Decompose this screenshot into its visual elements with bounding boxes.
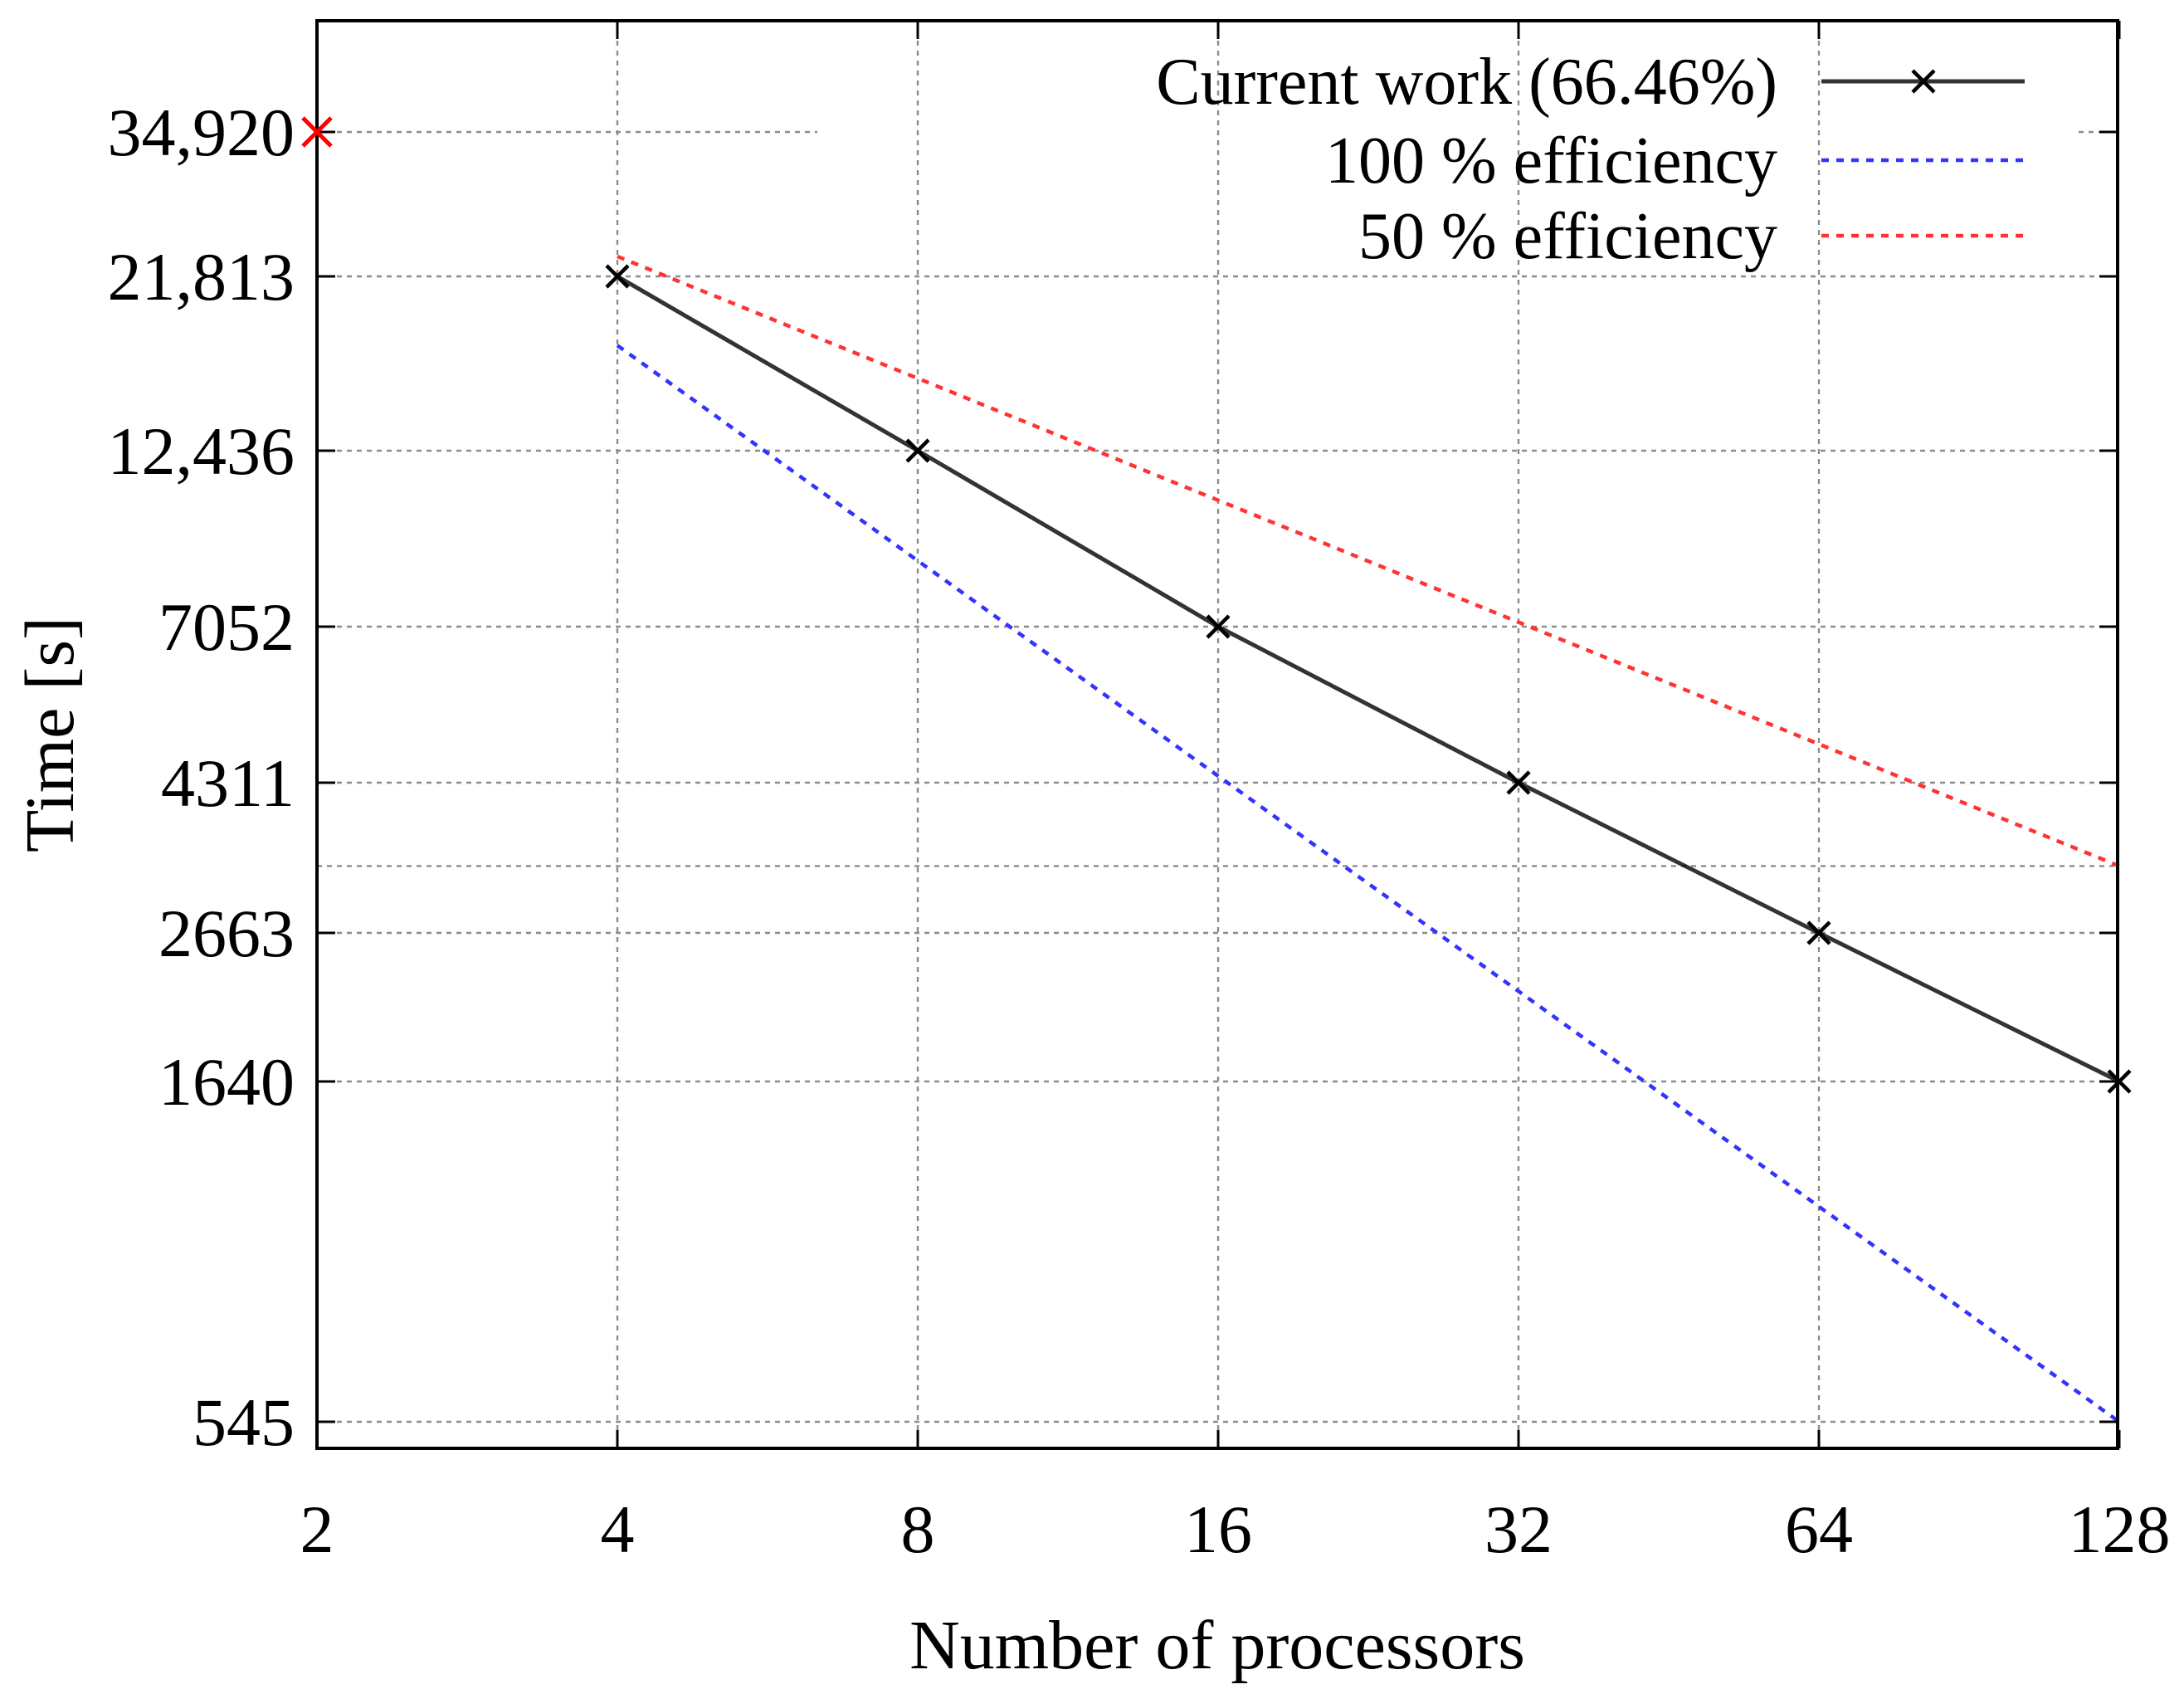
x-tick-label: 2 — [300, 1492, 334, 1567]
series-0-point — [1206, 614, 1231, 639]
y-axis-title: Time [s] — [12, 617, 89, 852]
series-line-0 — [616, 274, 2121, 1084]
legend-label: 50 % efficiency — [1358, 200, 1777, 273]
y-tick-label: 2663 — [158, 896, 295, 971]
x-tick-label: 4 — [601, 1492, 635, 1567]
legend-swatch-marker — [1911, 69, 1936, 94]
series-0-point — [1506, 770, 1531, 795]
legend: Current work (66.46%)100 % efficiency50 … — [1156, 46, 2025, 273]
axis-ticks — [315, 21, 2121, 1448]
annotations — [301, 116, 333, 148]
x-tick-label: 8 — [901, 1492, 935, 1567]
series-0-point — [1806, 920, 1831, 945]
legend-label: 100 % efficiency — [1325, 124, 1777, 198]
y-tick-label: 34,920 — [108, 95, 295, 170]
x-tick-label: 64 — [1785, 1492, 1853, 1567]
x-tick-labels: 2 4 8 16 32 64 128 — [300, 1492, 2171, 1567]
x-axis-title: Number of processors — [909, 1607, 1525, 1684]
legend-label: Current work (66.46%) — [1156, 46, 1777, 119]
x-tick-label: 16 — [1184, 1492, 1252, 1567]
x-tick-label: 128 — [2069, 1492, 2171, 1567]
y-tick-labels: 545 1640 2663 4311 7052 12,436 21,813 34,920 — [108, 95, 295, 1460]
grid — [317, 21, 2118, 1448]
series-0-point — [605, 264, 630, 289]
y-tick-label: 12,436 — [108, 413, 295, 489]
series-0-point — [905, 438, 930, 463]
y-tick-label: 4311 — [161, 745, 295, 821]
y-tick-label: 1640 — [158, 1044, 295, 1120]
x-tick-label: 32 — [1484, 1492, 1553, 1567]
serial-time-marker — [301, 116, 333, 148]
y-tick-label: 21,813 — [108, 239, 295, 315]
y-tick-label: 545 — [193, 1384, 295, 1460]
y-tick-label: 7052 — [158, 589, 295, 665]
series-line-2 — [617, 254, 2120, 868]
series-layer — [605, 254, 2132, 1423]
series-line-1 — [616, 344, 2121, 1423]
